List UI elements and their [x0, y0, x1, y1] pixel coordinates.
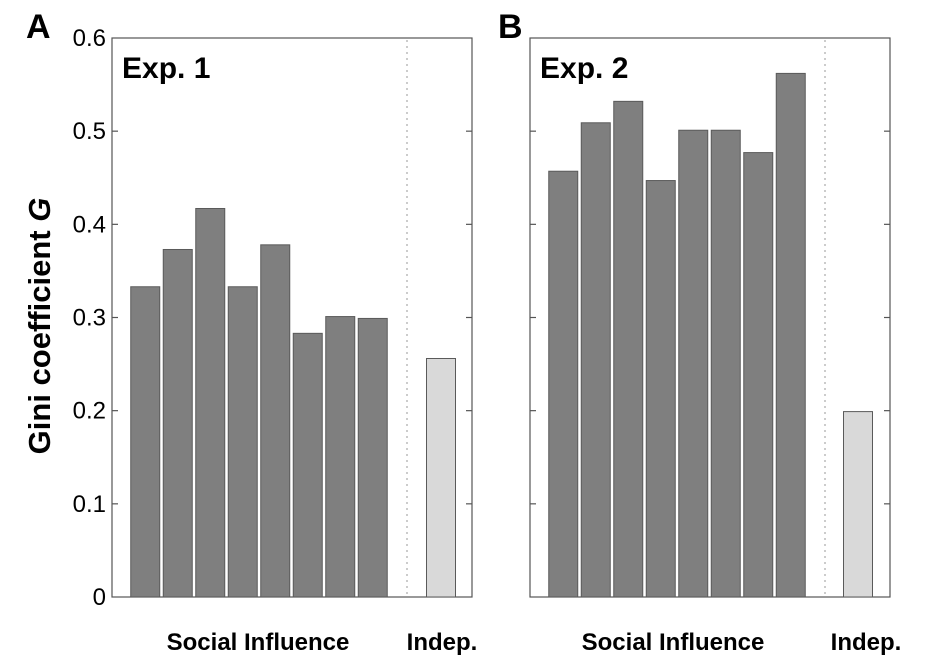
bars-b [548, 72, 873, 598]
bar-social-influence [548, 170, 579, 598]
panel-b: B Exp. 2 Social Influence Indep. [498, 8, 901, 656]
bars-a [130, 207, 456, 598]
bar-social-influence [325, 316, 356, 598]
bar-social-influence [613, 100, 644, 598]
bar-social-influence [227, 286, 258, 598]
bar-social-influence [645, 180, 676, 598]
bar-independent [843, 411, 873, 598]
bar-social-influence [678, 129, 709, 598]
y-tick-label: 0.1 [73, 491, 106, 518]
group-label-indep-a: Indep. [407, 629, 478, 656]
y-tick-label: 0 [93, 584, 106, 611]
group-label-indep-b: Indep. [831, 629, 902, 656]
y-axis-label: Gini coefficient G [22, 198, 57, 455]
y-ticks-a: 0 0.1 0.2 0.3 0.4 0.5 0.6 [73, 25, 472, 611]
bar-social-influence [292, 332, 323, 598]
y-tick-label: 0.2 [73, 398, 106, 425]
bar-social-influence [260, 244, 291, 598]
y-tick-label: 0.6 [73, 25, 106, 52]
y-tick-label: 0.4 [73, 211, 106, 238]
bar-social-influence [743, 152, 774, 598]
panel-letter-a: A [26, 8, 51, 46]
bar-social-influence [195, 207, 226, 598]
bar-social-influence [710, 129, 741, 598]
bar-social-influence [357, 317, 388, 598]
bar-social-influence [130, 286, 161, 598]
panel-letter-b: B [498, 8, 523, 46]
bar-independent [426, 357, 456, 598]
panel-a: A 0 0.1 0.2 0.3 0.4 0.5 0.6 Exp. 1 Social Infl… [26, 8, 477, 656]
bar-social-influence [775, 72, 806, 598]
bar-social-influence [162, 248, 193, 598]
y-tick-label: 0.5 [73, 118, 106, 145]
panel-title-b: Exp. 2 [540, 52, 628, 85]
group-label-social-a: Social Influence [167, 629, 350, 656]
group-label-social-b: Social Influence [582, 629, 765, 656]
bar-social-influence [580, 122, 611, 598]
y-tick-label: 0.3 [73, 305, 106, 332]
y-ticks-b [530, 130, 890, 505]
panel-title-a: Exp. 1 [122, 52, 210, 85]
